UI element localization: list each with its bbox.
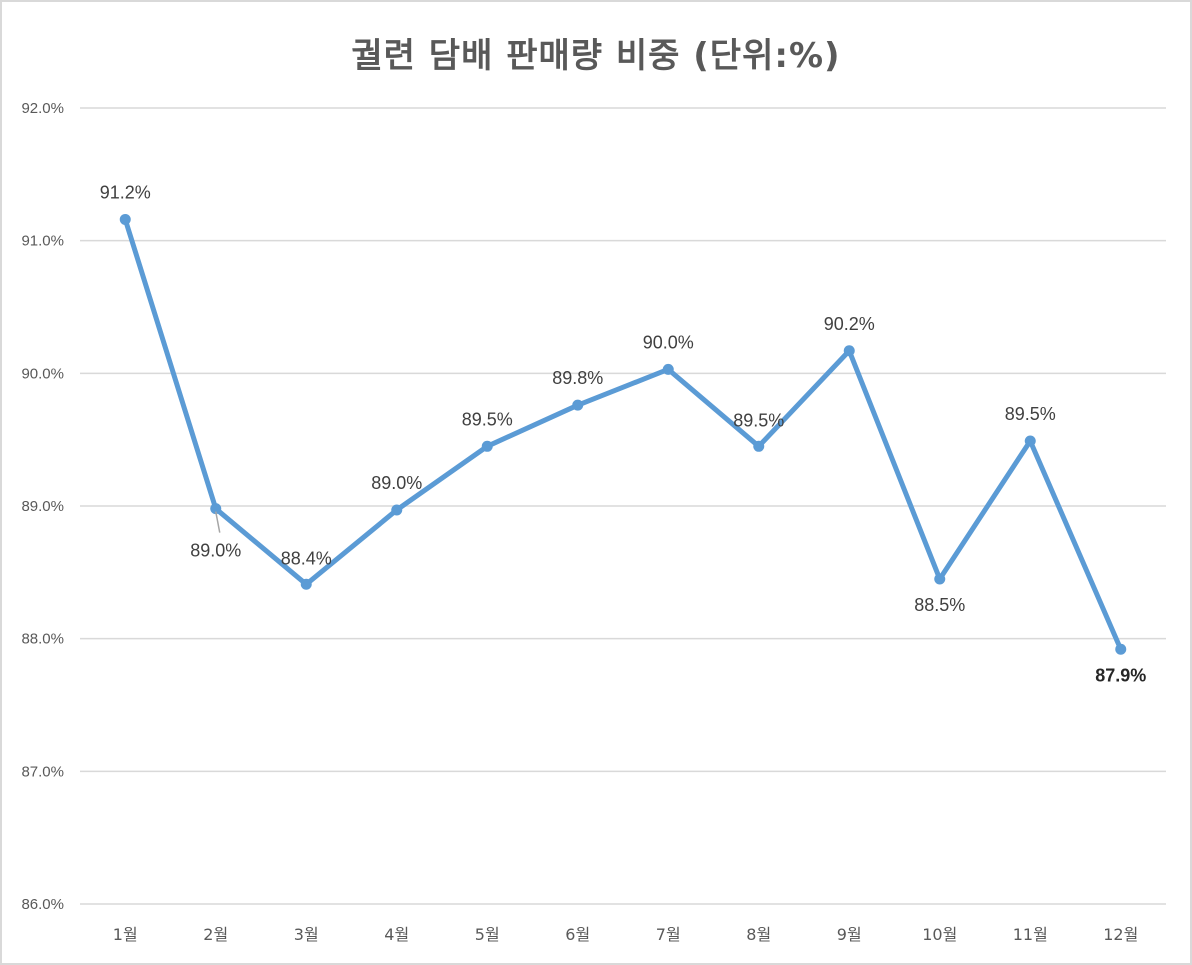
- data-point: [1115, 643, 1127, 655]
- y-tick-label: 89.0%: [21, 498, 64, 515]
- data-label: 88.4%: [281, 548, 332, 568]
- x-tick-label: 12월: [1103, 925, 1138, 944]
- data-label: 87.9%: [1095, 665, 1146, 685]
- data-label: 89.5%: [733, 410, 784, 430]
- data-label: 90.0%: [643, 332, 694, 352]
- data-point: [843, 345, 855, 357]
- gridlines: [80, 107, 1166, 905]
- label-leader-line: [215, 511, 221, 533]
- x-tick-label: 7월: [656, 925, 681, 944]
- y-tick-label: 88.0%: [21, 631, 64, 648]
- series-line: [122, 216, 1124, 652]
- x-tick-label: 5월: [475, 925, 500, 944]
- x-tick-label: 8월: [746, 925, 771, 944]
- x-tick-label: 2월: [203, 925, 228, 944]
- data-point: [391, 504, 403, 516]
- data-point: [662, 363, 674, 375]
- x-tick-label: 6월: [565, 925, 590, 944]
- data-label: 88.5%: [914, 595, 965, 615]
- x-tick-label: 9월: [837, 925, 862, 944]
- data-label: 89.0%: [371, 473, 422, 493]
- data-label: 89.5%: [462, 409, 513, 429]
- y-tick-label: 91.0%: [21, 233, 64, 250]
- data-label: 89.8%: [552, 368, 603, 388]
- data-point: [210, 503, 222, 515]
- data-labels: 91.2% 89.0% 88.4% 89.0% 89.5% 89.8% 90.0% 89.5%…: [100, 182, 1147, 685]
- data-point: [300, 578, 312, 590]
- data-point: [119, 213, 131, 225]
- data-point: [934, 573, 946, 585]
- y-tick-label: 87.0%: [21, 763, 64, 780]
- x-tick-label: 1월: [113, 925, 138, 944]
- data-label: 90.2%: [824, 314, 875, 334]
- x-tick-label: 11월: [1013, 925, 1048, 944]
- data-point: [1024, 435, 1036, 447]
- data-point: [753, 440, 765, 452]
- chart-title: 궐련 담배 판매량 비중 (단위:%): [351, 36, 841, 76]
- data-point: [481, 440, 493, 452]
- y-tick-label: 90.0%: [21, 365, 64, 382]
- x-tick-label: 3월: [294, 925, 319, 944]
- y-axis-ticks: 86.0% 87.0% 88.0% 89.0% 90.0% 91.0% 92.0%: [21, 100, 64, 913]
- data-label: 89.0%: [190, 541, 241, 561]
- series-group: [119, 213, 1127, 655]
- data-point: [572, 399, 584, 411]
- x-tick-label: 10월: [922, 925, 957, 944]
- data-label: 89.5%: [1005, 404, 1056, 424]
- y-tick-label: 92.0%: [21, 100, 64, 117]
- data-label: 91.2%: [100, 182, 151, 202]
- x-tick-label: 4월: [384, 925, 409, 944]
- x-axis-ticks: 1월 2월 3월 4월 5월 6월 7월 8월 9월 10월 11월 12월: [113, 925, 1139, 944]
- y-tick-label: 86.0%: [21, 896, 64, 913]
